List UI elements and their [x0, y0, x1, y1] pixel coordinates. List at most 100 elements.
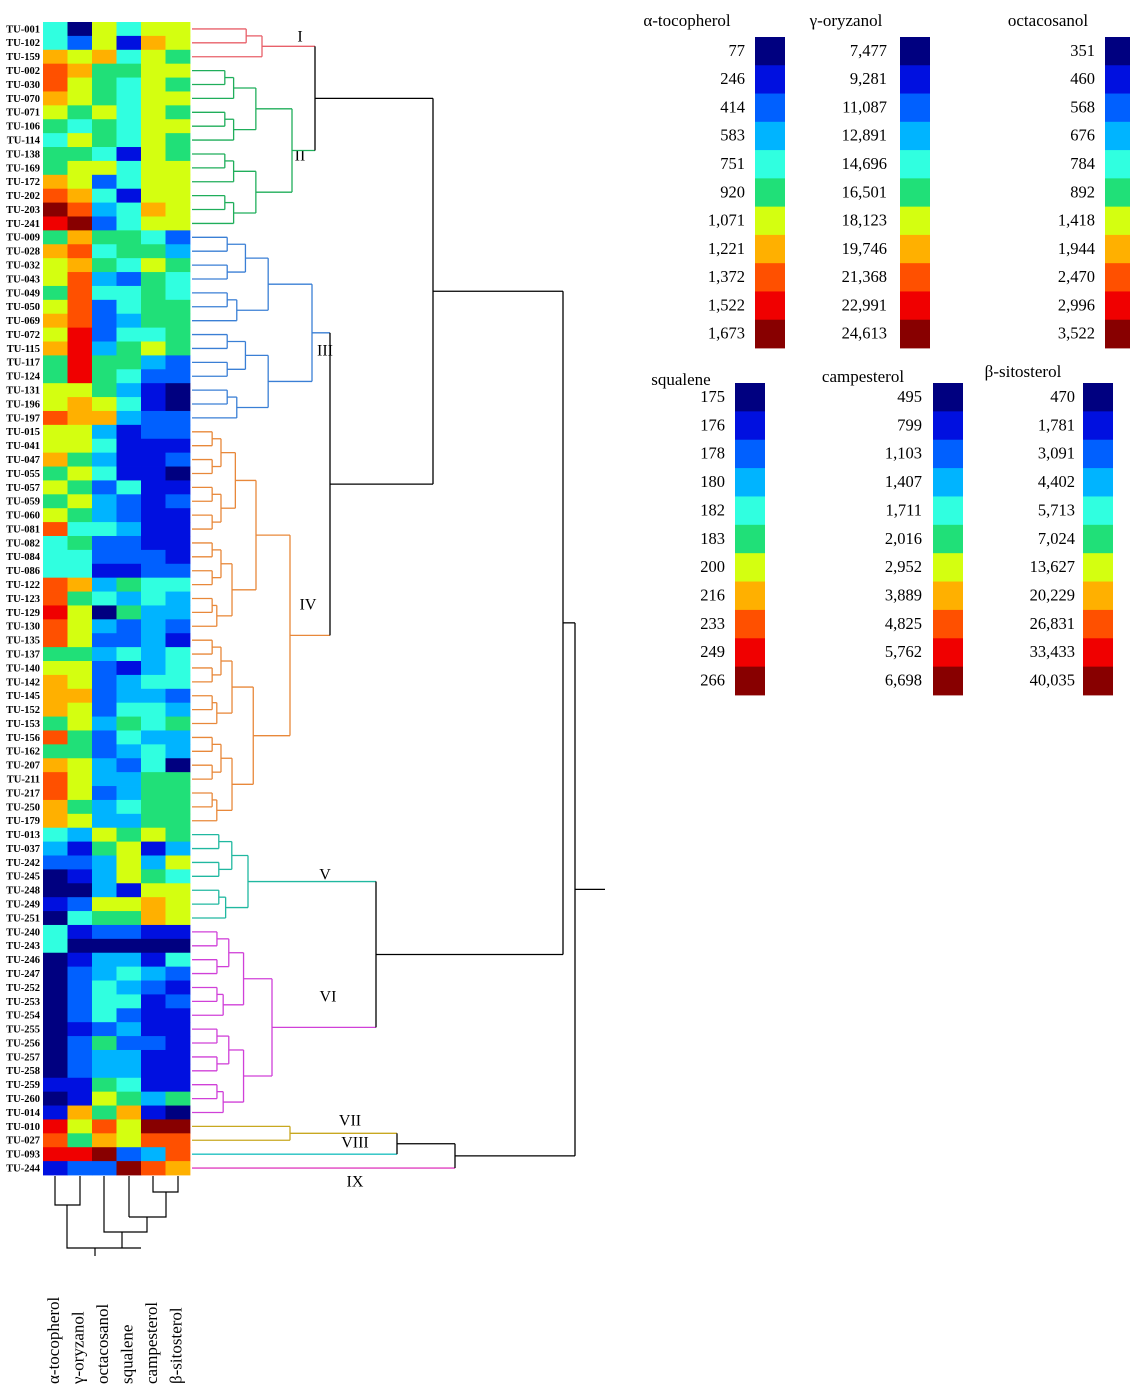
- heatmap-cell: [116, 35, 142, 51]
- heatmap-cell: [141, 952, 166, 968]
- heatmap-cell: [165, 702, 191, 717]
- legend-swatch: [900, 206, 930, 236]
- heatmap-cell: [141, 410, 166, 426]
- heatmap-cell: [67, 77, 93, 92]
- heatmap-cell: [116, 702, 142, 717]
- heatmap-cell: [92, 855, 117, 870]
- heatmap-cell: [43, 22, 68, 37]
- heatmap-cell: [165, 897, 191, 912]
- heatmap-cell: [92, 383, 117, 398]
- legend-swatch: [755, 93, 785, 123]
- heatmap-cell: [165, 938, 191, 954]
- heatmap-cell: [67, 827, 93, 843]
- legend-swatch: [900, 37, 930, 66]
- heatmap-cell: [43, 272, 68, 287]
- heatmap-cell: [67, 1022, 93, 1037]
- heatmap-cell: [43, 410, 68, 426]
- legend-swatch: [1105, 178, 1130, 208]
- row-label: TU-093: [6, 1150, 40, 1161]
- heatmap-cell: [92, 1077, 117, 1093]
- heatmap-cell: [141, 841, 166, 856]
- row-label: TU-030: [6, 80, 40, 91]
- heatmap-cell: [116, 49, 142, 65]
- heatmap-cell: [116, 1077, 142, 1093]
- legend-swatch: [1105, 65, 1130, 94]
- legend-label: 3,522: [1058, 324, 1095, 343]
- heatmap-cell: [43, 299, 68, 315]
- heatmap-cell: [92, 758, 117, 773]
- legend-label: 16,501: [842, 182, 887, 201]
- heatmap-cell: [43, 285, 68, 301]
- heatmap-cell: [67, 772, 93, 787]
- row-label: TU-256: [6, 1038, 40, 1049]
- heatmap-cell: [92, 994, 117, 1009]
- heatmap-cell: [116, 63, 142, 78]
- heatmap-cell: [116, 758, 142, 773]
- heatmap-cell: [165, 22, 191, 37]
- heatmap-cell: [67, 744, 93, 759]
- legend-swatch: [1105, 291, 1130, 321]
- row-label: TU-082: [6, 538, 40, 549]
- heatmap-cell: [165, 49, 191, 65]
- heatmap-cell: [116, 1133, 142, 1148]
- row-label: TU-072: [6, 330, 40, 341]
- heatmap-cell: [165, 160, 191, 176]
- legend-label: 13,627: [1030, 557, 1075, 576]
- row-label: TU-243: [6, 941, 40, 952]
- heatmap-cell: [92, 1133, 117, 1148]
- heatmap-cell: [165, 535, 191, 551]
- legend-swatch: [1105, 319, 1130, 349]
- heatmap-cell: [165, 883, 191, 898]
- heatmap-cell: [116, 786, 142, 801]
- heatmap-cell: [92, 1063, 117, 1079]
- heatmap-cell: [67, 1077, 93, 1093]
- heatmap-cell: [92, 911, 117, 926]
- row-label: TU-027: [6, 1136, 40, 1147]
- heatmap-cell: [92, 577, 117, 592]
- heatmap-cell: [67, 202, 93, 217]
- heatmap-cell: [67, 508, 93, 523]
- legend-swatch: [735, 468, 765, 497]
- heatmap-cell: [67, 35, 93, 51]
- heatmap-cell: [116, 174, 142, 190]
- heatmap-cell: [165, 188, 191, 203]
- legend-swatch: [900, 65, 930, 94]
- heatmap-cell: [165, 355, 191, 370]
- legend-label: 246: [720, 69, 745, 88]
- legend-label: 233: [700, 614, 725, 633]
- heatmap-cell: [165, 230, 191, 245]
- heatmap-cell: [43, 105, 68, 120]
- legend-title: campesterol: [822, 367, 904, 386]
- heatmap-cell: [67, 341, 93, 356]
- row-label: TU-009: [6, 233, 40, 244]
- heatmap-cell: [165, 1161, 191, 1176]
- legend-swatch: [1083, 496, 1113, 526]
- heatmap-cell: [165, 799, 191, 815]
- heatmap-cell: [116, 77, 142, 92]
- legend-label: 568: [1070, 97, 1095, 116]
- heatmap-cell: [165, 952, 191, 968]
- legend-swatch: [1083, 439, 1113, 469]
- row-label: TU-102: [6, 38, 40, 49]
- legend-swatch: [900, 178, 930, 208]
- legend-swatch: [755, 150, 785, 179]
- row-label: TU-244: [6, 1163, 41, 1174]
- legend-label: 180: [700, 472, 725, 491]
- heatmap-cell: [67, 1105, 93, 1120]
- heatmap-cell: [165, 35, 191, 51]
- heatmap-cell: [67, 383, 93, 398]
- heatmap-cell: [141, 647, 166, 662]
- heatmap-cell: [43, 202, 68, 217]
- heatmap-cell: [43, 1091, 68, 1106]
- heatmap-cell: [67, 813, 93, 829]
- heatmap-cell: [141, 494, 166, 509]
- heatmap-cell: [165, 869, 191, 884]
- heatmap-cell: [92, 230, 117, 245]
- heatmap-cell: [92, 508, 117, 523]
- heatmap-cell: [67, 647, 93, 662]
- heatmap-cell: [141, 341, 166, 356]
- legend-label: 4,825: [885, 614, 922, 633]
- heatmap-cell: [141, 1049, 166, 1065]
- heatmap-cell: [92, 883, 117, 898]
- heatmap-cell: [43, 1063, 68, 1079]
